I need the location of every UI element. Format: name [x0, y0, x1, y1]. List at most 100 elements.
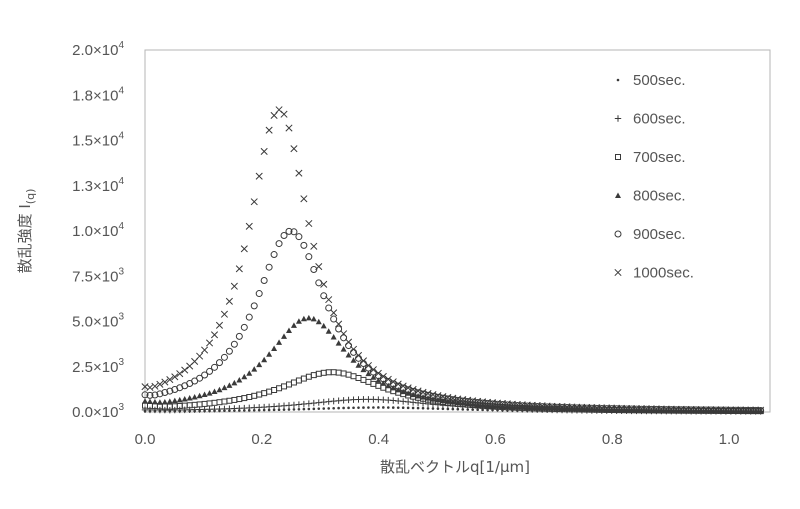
y-tick-mantissa: 5.0×10: [72, 314, 118, 331]
data-point: [702, 406, 710, 414]
data-point: [352, 406, 355, 410]
data-point: [305, 314, 312, 321]
data-point: [295, 169, 303, 177]
y-tick-exponent: 3: [118, 357, 124, 368]
data-point: [608, 406, 615, 413]
data-point: [305, 373, 312, 380]
data-point: [374, 369, 382, 377]
data-point: [210, 331, 219, 339]
data-point: [677, 406, 685, 414]
data-point: [419, 390, 427, 398]
data-point: [302, 407, 306, 411]
data-point: [653, 407, 660, 413]
data-point: [707, 406, 715, 414]
data-point: [290, 228, 298, 236]
y-axis-ticks: 0.0×1032.5×1035.0×1037.5×1031.0×1041.3×1…: [72, 40, 124, 421]
data-point: [404, 384, 412, 392]
data-point: [421, 406, 425, 410]
data-point: [409, 385, 417, 394]
x-tick-label: 0.4: [368, 431, 389, 448]
data-point: [340, 370, 347, 377]
data-point: [320, 369, 327, 376]
data-point: [220, 310, 228, 318]
data-point: [260, 147, 268, 155]
data-point: [394, 380, 402, 388]
legend-label: 700sec.: [633, 149, 686, 166]
data-point: [335, 340, 342, 346]
data-point: [246, 394, 253, 401]
y-tick-label: 2.0×104: [72, 40, 124, 59]
legend-item: 700sec.: [615, 149, 686, 166]
data-point: [271, 387, 278, 393]
data-point: [206, 400, 213, 407]
data-point: [647, 405, 655, 413]
data-point: [663, 407, 670, 413]
data-point: [292, 408, 296, 411]
data-point: [245, 313, 253, 321]
data-point: [201, 391, 208, 398]
data-point: [365, 370, 372, 377]
data-point: [327, 407, 331, 410]
data-point: [355, 362, 362, 368]
data-point: [300, 241, 308, 249]
data-point: [464, 400, 471, 407]
data-point: [365, 378, 372, 385]
data-point: [399, 384, 407, 392]
data-point: [310, 266, 318, 274]
data-point: [151, 382, 159, 390]
data-point: [300, 195, 308, 203]
data-point: [330, 315, 338, 323]
data-point: [444, 398, 451, 404]
legend-item: 900sec.: [614, 226, 686, 243]
data-point: [275, 240, 283, 248]
y-tick-exponent: 4: [118, 176, 124, 187]
data-point: [454, 399, 461, 406]
data-point: [320, 292, 328, 300]
data-point: [533, 402, 541, 410]
data-point: [250, 302, 258, 310]
data-point: [241, 395, 248, 402]
data-point: [211, 388, 218, 394]
data-point: [416, 406, 420, 410]
legend-item: 1000sec.: [614, 265, 694, 282]
legend-label: 1000sec.: [633, 265, 694, 282]
data-point: [613, 406, 620, 413]
data-point: [431, 407, 435, 410]
data-point: [206, 390, 213, 396]
data-point: [161, 378, 169, 386]
data-point: [628, 405, 636, 413]
data-point: [281, 383, 288, 390]
data-point: [648, 407, 655, 413]
data-point: [235, 332, 243, 340]
data-point: [426, 407, 430, 410]
data-point: [409, 387, 417, 395]
data-point: [375, 382, 382, 389]
data-point: [181, 395, 188, 402]
data-point: [367, 406, 370, 409]
data-point: [310, 315, 317, 322]
data-point: [325, 369, 332, 376]
legend-item: 800sec.: [615, 188, 686, 205]
series-900sec: [141, 227, 765, 414]
data-point: [196, 401, 203, 408]
data-point: [181, 366, 189, 374]
data-point: [146, 398, 153, 405]
data-point: [583, 404, 591, 412]
data-point: [345, 351, 352, 358]
data-point: [603, 405, 611, 413]
data-point: [176, 396, 183, 403]
y-tick-exponent: 4: [118, 40, 124, 51]
legend-label: 900sec.: [633, 226, 686, 243]
data-point: [538, 403, 546, 411]
y-tick-mantissa: 1.5×10: [72, 133, 118, 150]
data-point: [347, 406, 350, 410]
data-point: [241, 373, 248, 380]
data-point: [260, 276, 268, 284]
data-point: [732, 406, 740, 414]
data-point: [424, 391, 432, 399]
data-point: [251, 392, 258, 399]
data-point: [335, 369, 342, 376]
legend-marker: [615, 154, 621, 160]
data-point: [332, 406, 335, 410]
data-point: [270, 251, 278, 259]
